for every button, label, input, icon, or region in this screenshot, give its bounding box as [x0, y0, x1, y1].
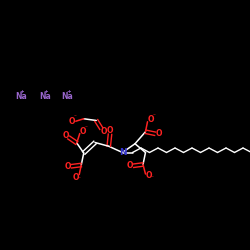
- Text: +: +: [66, 89, 70, 94]
- Text: O: O: [62, 130, 69, 140]
- Text: ⁻: ⁻: [78, 178, 81, 182]
- Text: O: O: [72, 173, 79, 182]
- Text: O: O: [107, 126, 113, 135]
- Text: Na: Na: [39, 92, 50, 101]
- Text: O: O: [147, 115, 154, 124]
- Text: O: O: [64, 162, 71, 171]
- Text: O: O: [100, 126, 107, 136]
- Text: +: +: [20, 89, 24, 94]
- Text: N: N: [119, 148, 126, 157]
- Text: O: O: [146, 171, 152, 180]
- Text: O: O: [80, 127, 86, 136]
- Text: O: O: [68, 117, 75, 126]
- Text: ⁻: ⁻: [73, 115, 76, 120]
- Text: Na: Na: [61, 92, 73, 101]
- Text: ⁻: ⁻: [150, 176, 154, 181]
- Text: +: +: [44, 89, 48, 94]
- Text: ⁻: ⁻: [85, 126, 88, 132]
- Text: ⁻: ⁻: [152, 115, 155, 120]
- Text: O: O: [155, 129, 162, 138]
- Text: Na: Na: [15, 92, 27, 101]
- Text: O: O: [127, 161, 133, 170]
